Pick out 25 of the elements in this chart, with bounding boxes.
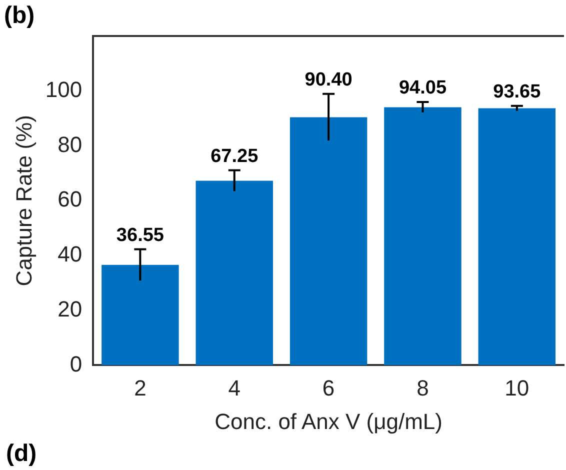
data-label: 94.05 (398, 78, 447, 99)
y-tick-label: 100 (45, 76, 82, 102)
bar (196, 180, 273, 366)
data-label: 90.40 (304, 70, 352, 91)
x-tick-label: 4 (228, 375, 240, 400)
bar (478, 108, 556, 366)
bar (384, 107, 462, 366)
text: (d) (6, 440, 37, 468)
x-axis-title: Conc. of Anx V (μg/mL) (214, 408, 442, 434)
y-axis-title: Capture Rate (%) (11, 115, 36, 286)
y-tick-label: 80 (58, 132, 82, 157)
y-tick-label: 60 (58, 186, 82, 212)
data-label: 67.25 (210, 146, 259, 168)
x-tick-label: 6 (322, 375, 335, 400)
data-label: 36.55 (116, 225, 164, 246)
y-tick-label: 20 (58, 296, 82, 322)
bar (102, 264, 179, 366)
chart-title: (b) (4, 2, 35, 30)
bar (290, 117, 368, 366)
data-label: 93.65 (493, 82, 542, 103)
y-tick-label: 0 (70, 351, 82, 376)
y-tick-label: 40 (58, 242, 82, 267)
x-tick-label: 2 (134, 375, 146, 400)
x-tick-label: 8 (416, 375, 429, 400)
x-tick-label: 10 (504, 375, 530, 400)
